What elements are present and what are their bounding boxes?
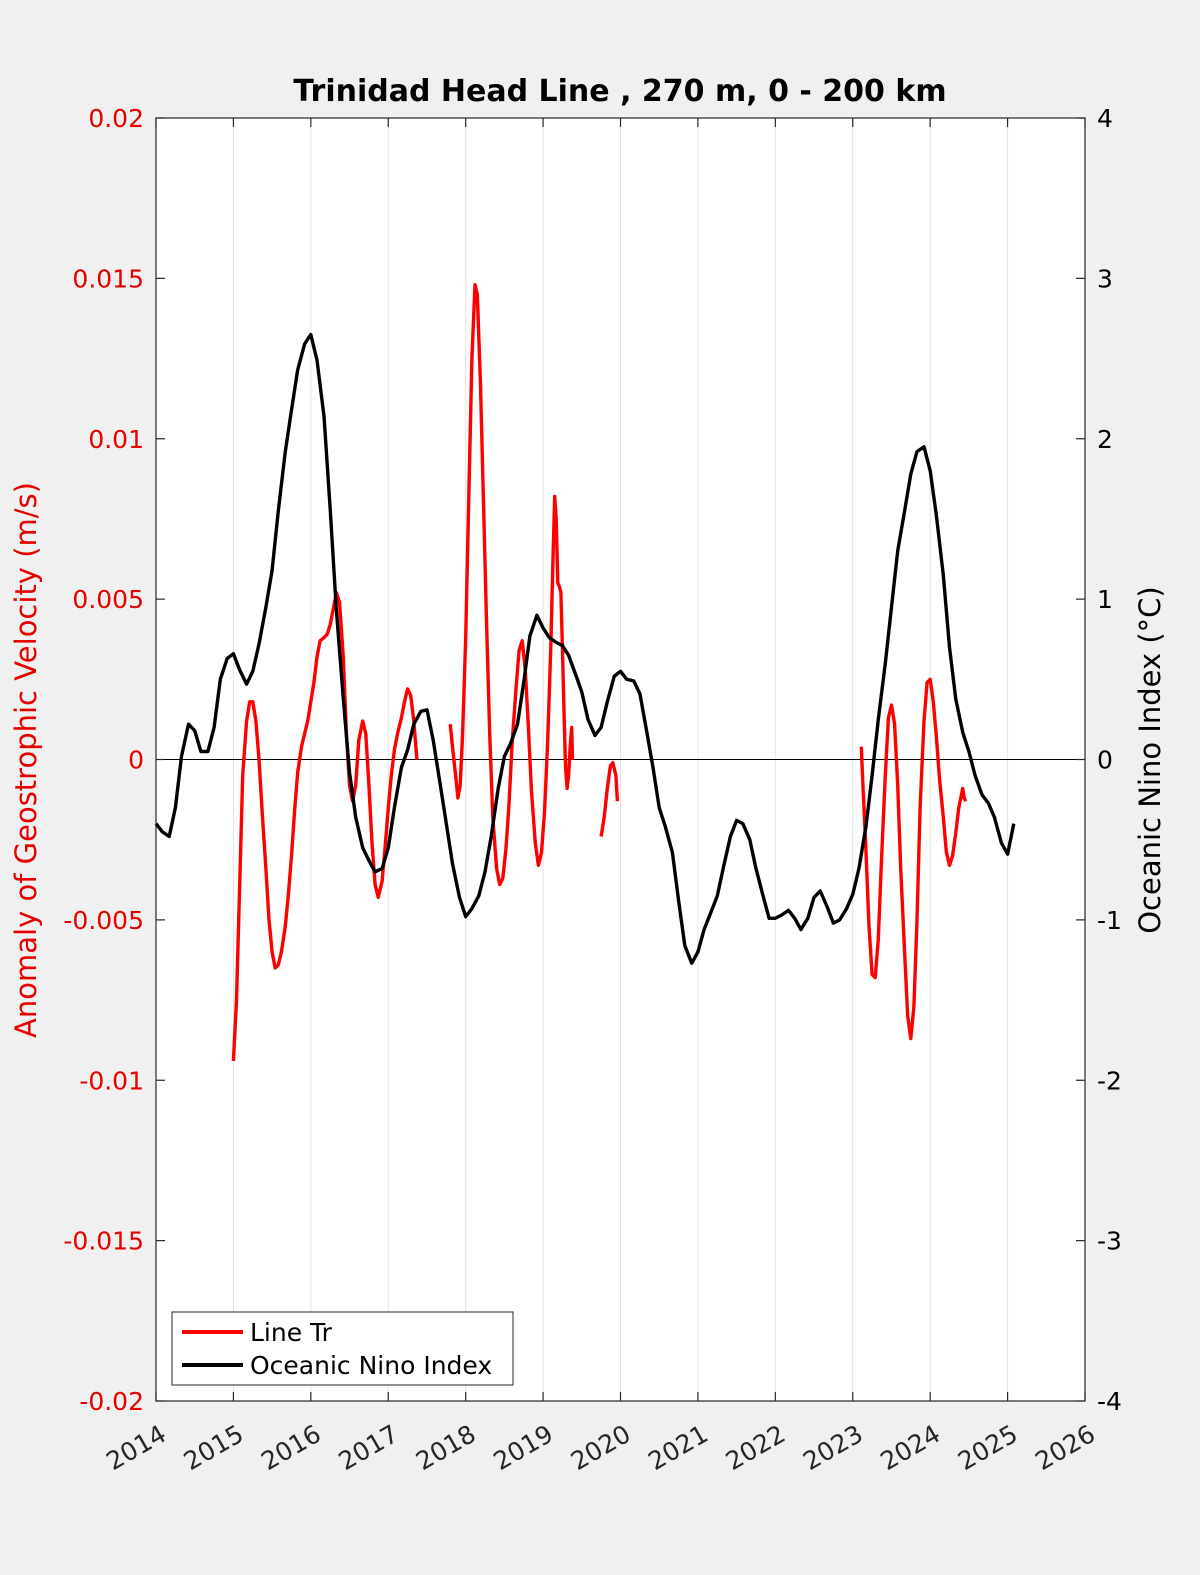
chart-title: Trinidad Head Line , 270 m, 0 - 200 km bbox=[293, 74, 946, 109]
series-line-tr-segment bbox=[448, 283, 575, 887]
y-left-tick-label: -0.005 bbox=[63, 906, 144, 935]
y-right-axis-label: Oceanic Nino Index (°C) bbox=[1133, 586, 1167, 934]
series-line-tr-segment bbox=[859, 677, 968, 1041]
y-right-tick-label: 1 bbox=[1097, 585, 1113, 614]
series-line-tr-segment bbox=[599, 761, 620, 837]
y-right-tick-label: 2 bbox=[1097, 425, 1113, 454]
legend-label-oni: Oceanic Nino Index bbox=[250, 1351, 492, 1380]
y-right-tick-label: -2 bbox=[1097, 1066, 1122, 1095]
y-left-tick-label: 0.015 bbox=[72, 264, 144, 293]
y-right-tick-label: 4 bbox=[1097, 104, 1113, 133]
y-left-tick-label: 0.02 bbox=[88, 104, 144, 133]
y-left-tick-label: -0.01 bbox=[79, 1066, 144, 1095]
y-right-tick-label: 0 bbox=[1097, 746, 1113, 775]
series-lines bbox=[154, 283, 1016, 1062]
y-left-tick-label: 0 bbox=[128, 746, 144, 775]
series-oni-segment bbox=[154, 332, 1016, 965]
y-right-tick-label: -1 bbox=[1097, 906, 1122, 935]
y-right-tick-label: -3 bbox=[1097, 1227, 1122, 1256]
y-right-tick-label: 3 bbox=[1097, 264, 1113, 293]
y-left-tick-label: 0.005 bbox=[72, 585, 144, 614]
y-left-tick-label: 0.01 bbox=[88, 425, 144, 454]
y-left-tick-label: -0.02 bbox=[79, 1387, 144, 1416]
series-line-tr-segment bbox=[231, 591, 419, 1062]
y-left-tick-label: -0.015 bbox=[63, 1227, 144, 1256]
legend-label-line-tr: Line Tr bbox=[250, 1318, 333, 1347]
y-right-tick-label: -4 bbox=[1097, 1387, 1122, 1416]
legend-box bbox=[171, 1311, 514, 1386]
axis-ticks: 2014 2015 2016 2017 2018 2019 2020 2021 2022 2023… bbox=[63, 104, 1122, 1476]
y-left-axis-label: Anomaly of Geostrophic Velocity (m/s) bbox=[9, 482, 43, 1038]
legend: Line Tr Oceanic Nino Index bbox=[171, 1311, 514, 1386]
